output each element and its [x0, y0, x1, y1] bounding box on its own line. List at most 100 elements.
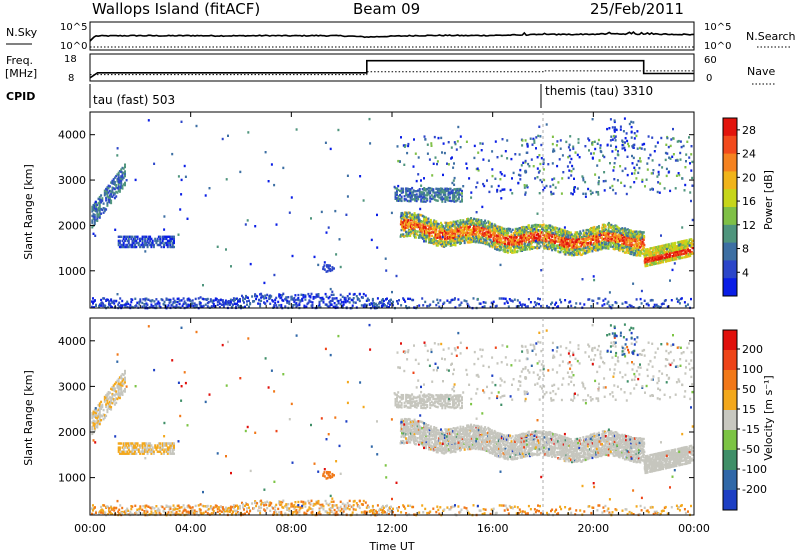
power-cell: [672, 153, 675, 156]
power-cell: [492, 227, 495, 230]
power-cell: [619, 128, 622, 131]
power-cell: [684, 239, 687, 242]
power-cell: [463, 241, 466, 245]
velocity-cell: [425, 436, 427, 439]
power-cell: [449, 301, 452, 304]
power-cell: [445, 241, 448, 244]
velocity-cell: [468, 443, 471, 446]
power-cell: [617, 237, 620, 240]
power-cell: [551, 229, 554, 232]
power-cell: [519, 244, 522, 248]
power-cell: [415, 232, 418, 235]
power-cell: [310, 292, 313, 296]
power-cell: [405, 217, 408, 220]
velocity-cell: [446, 449, 449, 453]
power-cell: [438, 189, 441, 193]
velocity-cell: [411, 431, 414, 434]
power-cell: [114, 228, 117, 231]
power-cell: [121, 171, 124, 174]
power-cell: [352, 301, 355, 304]
power-cell: [500, 154, 503, 158]
velocity-cell: [401, 418, 404, 421]
power-cell: [500, 226, 503, 229]
velocity-cell: [450, 434, 453, 437]
power-cell: [135, 245, 138, 249]
power-cell: [633, 143, 636, 146]
power-cell: [582, 235, 585, 238]
power-cell: [239, 170, 242, 174]
velocity-cell: [425, 440, 428, 444]
power-cell: [663, 251, 666, 254]
power-cell: [597, 238, 600, 241]
velocity-cell: [464, 444, 467, 447]
power-cell: [655, 253, 658, 256]
power-cell: [425, 236, 428, 239]
power-cell: [506, 234, 509, 237]
velocity-cell: [470, 426, 473, 429]
power-cell: [144, 241, 147, 245]
y-tick-label: 3000: [58, 174, 86, 187]
power-cell: [413, 222, 416, 225]
power-cell: [546, 304, 548, 308]
velocity-cell: [425, 423, 427, 426]
power-cell: [147, 298, 150, 301]
power-cell: [215, 297, 218, 301]
power-cell: [494, 237, 496, 241]
power-cell: [597, 229, 600, 232]
power-cell: [211, 301, 214, 304]
power-cell: [96, 215, 99, 218]
power-cell: [511, 239, 514, 242]
power-cell: [439, 196, 442, 199]
power-cell: [530, 231, 533, 235]
power-cell: [527, 298, 530, 301]
power-cell: [556, 240, 559, 243]
power-cell: [549, 234, 552, 237]
power-cell: [650, 261, 652, 265]
power-cell: [116, 293, 119, 296]
power-cell: [296, 304, 299, 307]
power-cell: [436, 241, 439, 245]
velocity-cell: [433, 443, 435, 446]
power-cell: [615, 240, 617, 244]
velocity-cell: [452, 437, 455, 440]
power-cell: [561, 232, 564, 235]
power-cell: [594, 239, 597, 242]
power-cell: [422, 227, 425, 230]
power-cell: [590, 239, 592, 242]
power-cell: [533, 239, 536, 242]
velocity-cell: [407, 417, 410, 421]
power-cell: [427, 186, 430, 190]
power-cell: [161, 241, 164, 245]
velocity-cell: [417, 422, 420, 425]
velocity-cell: [449, 451, 452, 454]
power-cell: [614, 126, 616, 129]
power-cell: [596, 142, 599, 145]
velocity-cell: [473, 443, 476, 446]
power-cell: [393, 185, 396, 189]
velocity-cell: [408, 437, 411, 440]
power-cell: [482, 301, 485, 304]
power-cell: [619, 125, 622, 128]
power-cell: [486, 179, 488, 182]
power-cell: [684, 248, 687, 251]
power-cell: [522, 235, 525, 239]
power-cell: [499, 237, 502, 240]
power-cell: [139, 298, 142, 301]
power-cell: [434, 231, 437, 235]
power-cell: [147, 241, 150, 245]
velocity-cell: [423, 430, 426, 433]
power-cell: [169, 235, 172, 238]
power-cell: [417, 225, 420, 229]
power-cell: [121, 166, 124, 170]
power-cell: [680, 145, 683, 149]
power-cell: [93, 216, 96, 219]
power-cell: [488, 242, 490, 245]
power-cell: [518, 301, 521, 304]
power-cell: [151, 241, 154, 245]
power-cell: [561, 236, 564, 240]
power-cell: [113, 299, 116, 303]
power-cell: [294, 299, 297, 302]
power-cell: [117, 239, 120, 243]
power-cell: [450, 224, 453, 228]
power-cell: [584, 238, 587, 241]
